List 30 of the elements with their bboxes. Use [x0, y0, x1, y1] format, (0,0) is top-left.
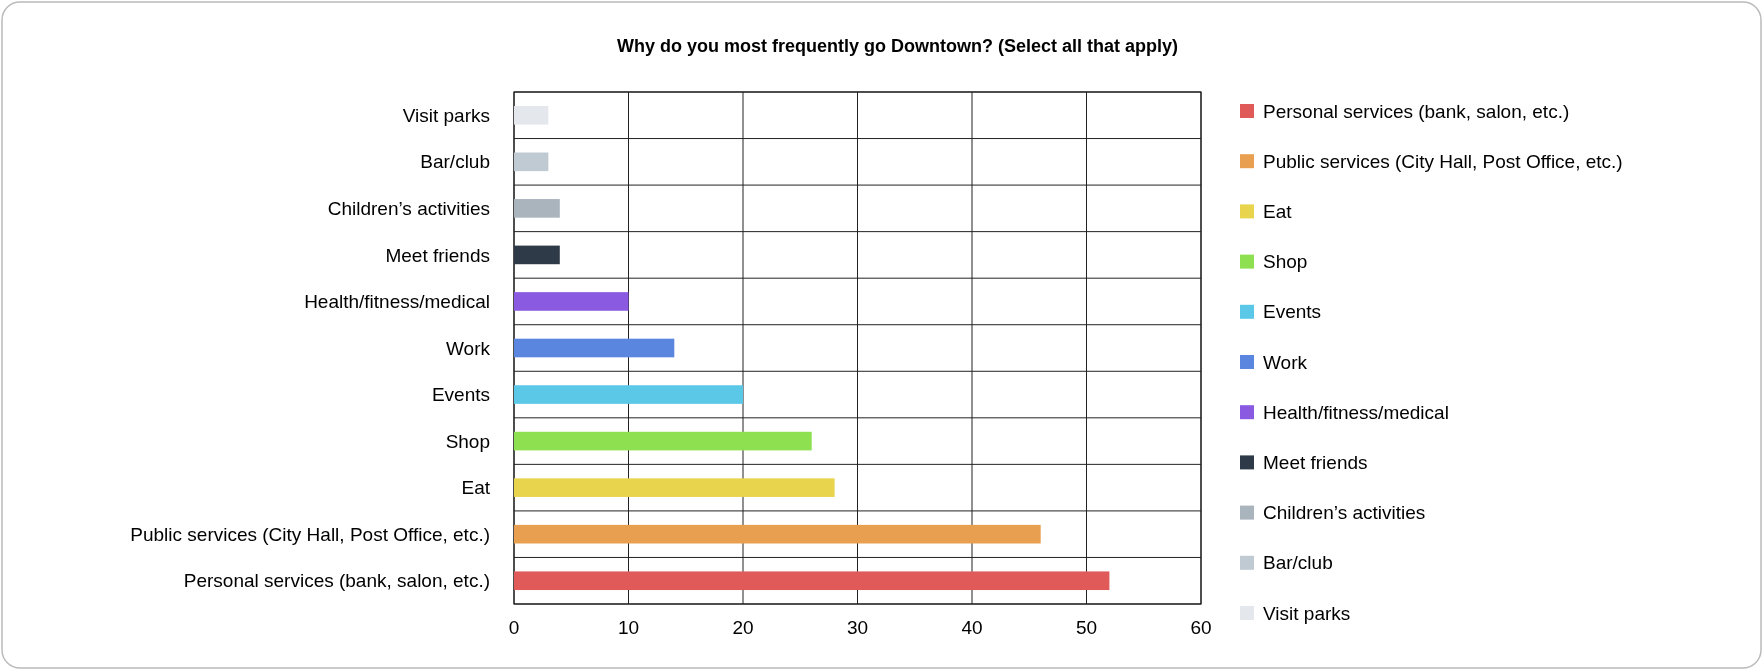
legend-label: Health/fitness/medical: [1263, 401, 1449, 423]
legend-label: Work: [1263, 351, 1308, 373]
y-tick-label: Work: [446, 337, 491, 359]
x-tick-label: 60: [1190, 617, 1212, 638]
legend-label: Bar/club: [1263, 552, 1333, 574]
x-tick-label: 20: [732, 617, 754, 638]
y-tick-label: Shop: [445, 430, 490, 452]
y-tick-label: Health/fitness/medical: [304, 291, 490, 313]
y-tick-label: Meet friends: [385, 244, 490, 266]
x-tick-label: 30: [846, 617, 869, 638]
y-tick-label: Children’s activities: [327, 198, 490, 220]
x-tick-label: 0: [508, 617, 520, 638]
x-tick-label: 10: [617, 617, 640, 638]
x-tick-label: 50: [1075, 617, 1098, 638]
legend-label: Events: [1263, 301, 1322, 323]
x-tick-label: 40: [961, 617, 983, 638]
y-tick-label: Eat: [461, 477, 491, 499]
legend-label: Shop: [1263, 251, 1308, 273]
y-tick-label: Events: [431, 384, 490, 406]
y-tick-label: Public services (City Hall, Post Office, etc.): [130, 523, 490, 545]
legend-label: Personal services (bank, salon, etc.): [1263, 100, 1570, 122]
legend-label: Public services (City Hall, Post Office, etc.): [1263, 150, 1623, 172]
legend-label: Meet friends: [1263, 452, 1368, 474]
legend-label: Eat: [1263, 201, 1293, 223]
legend-label: Children’s activities: [1263, 502, 1426, 524]
y-tick-label: Personal services (bank, salon, etc.): [183, 570, 490, 592]
y-tick-label: Bar/club: [420, 151, 490, 173]
chart-title: Why do you most frequently go Downtown? (Select all that apply): [616, 36, 1179, 56]
y-tick-label: Visit parks: [402, 104, 490, 126]
legend-label: Visit parks: [1263, 602, 1351, 624]
